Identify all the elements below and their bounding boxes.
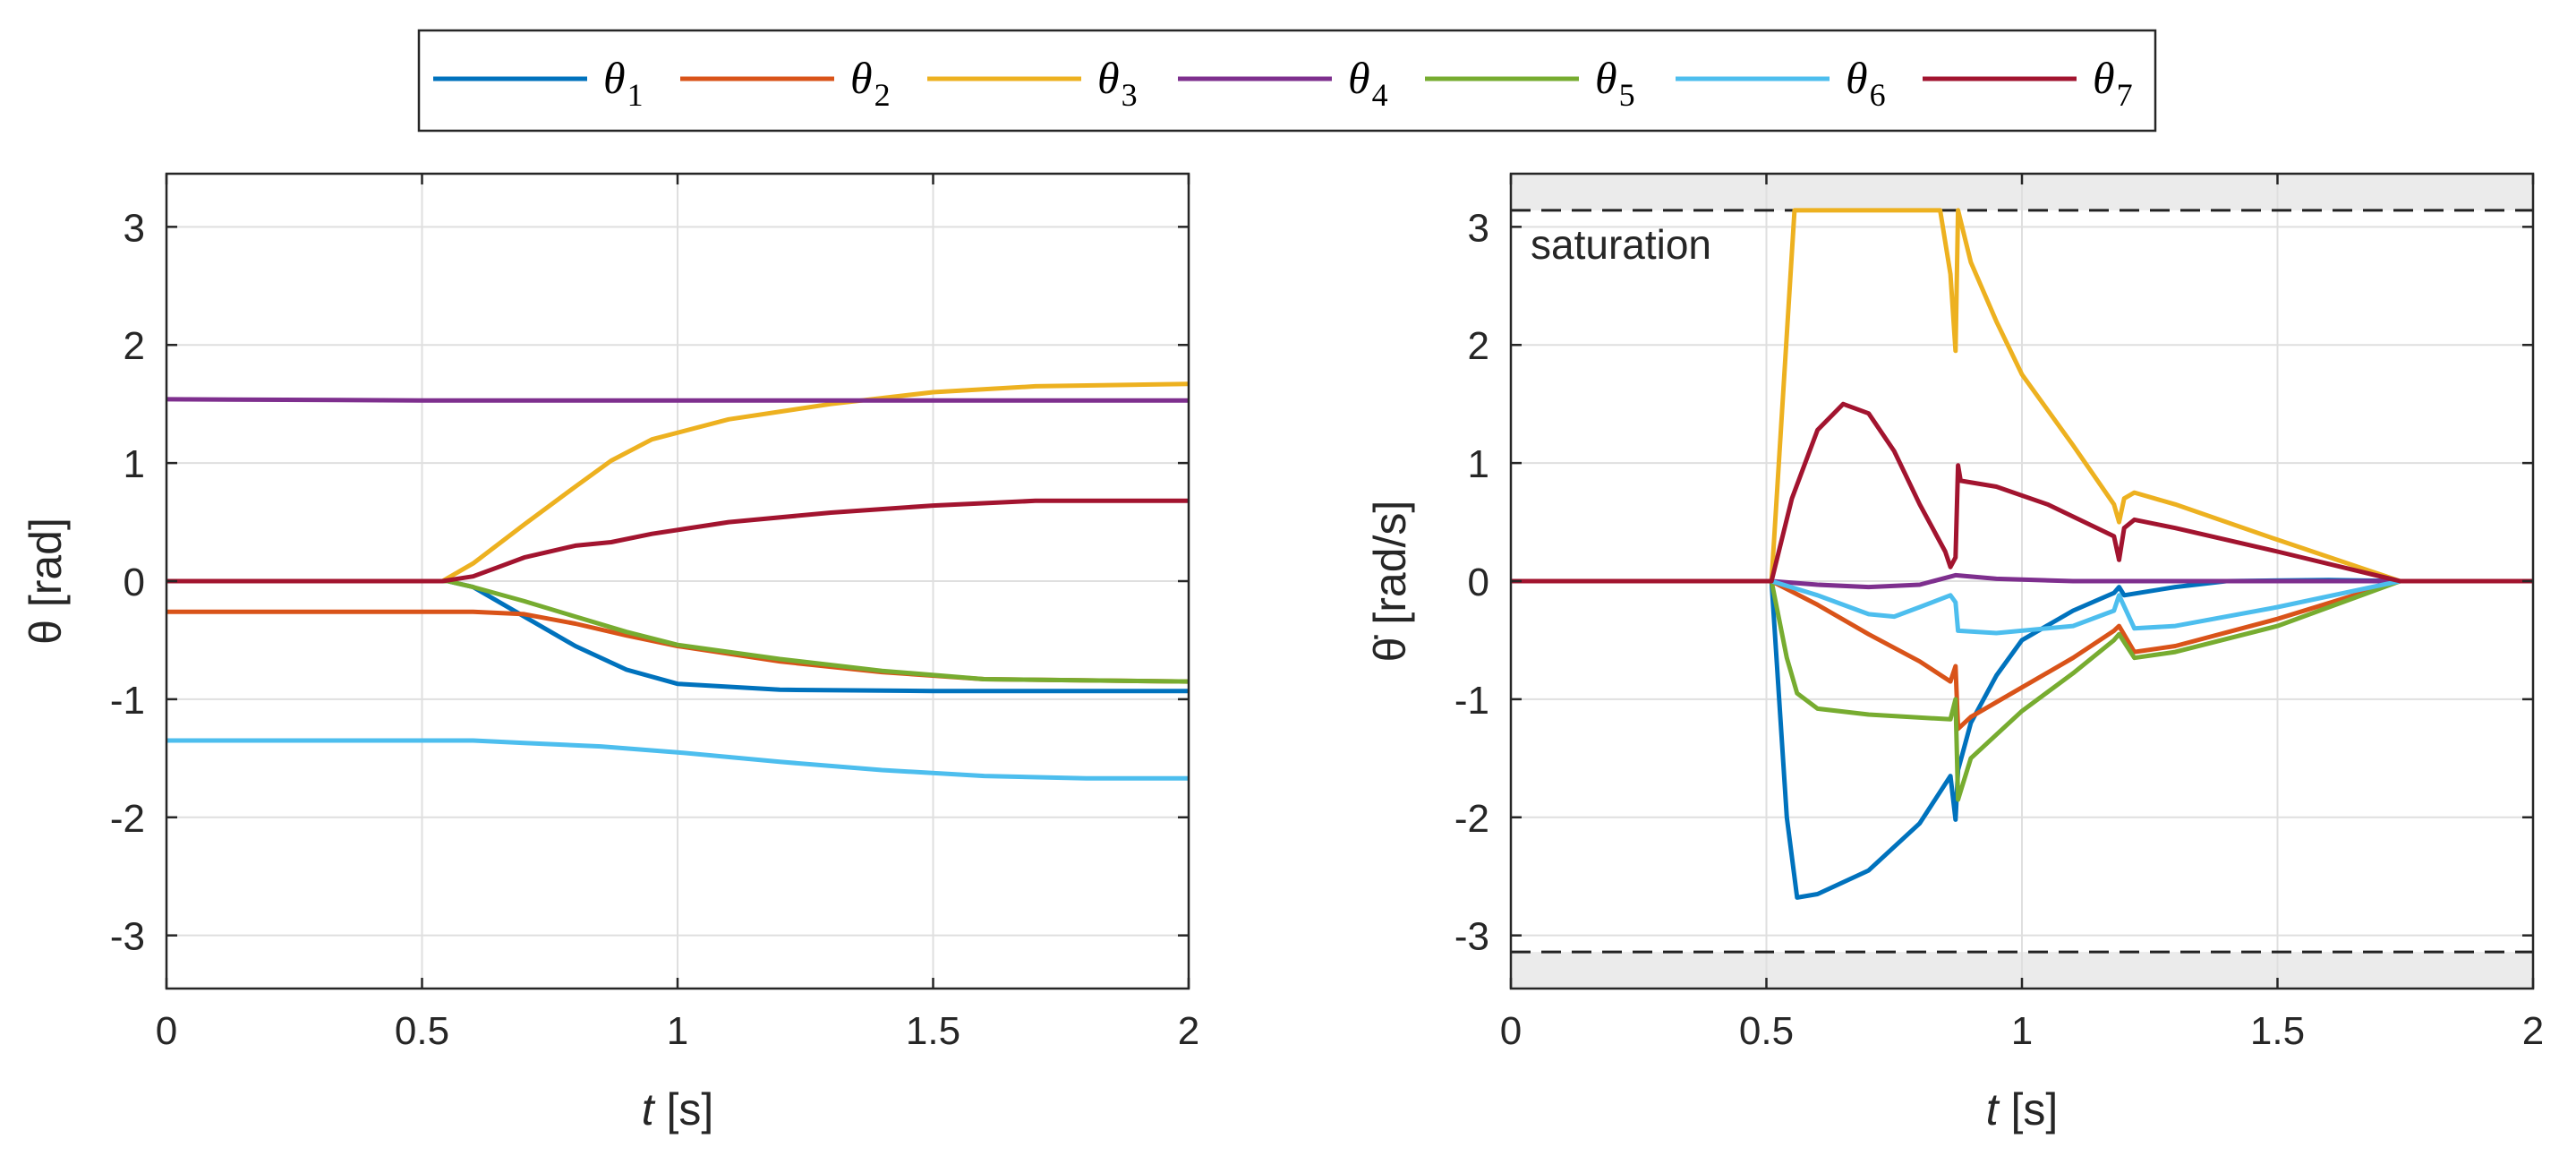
x-tick-label: 2: [2522, 1009, 2544, 1053]
series-line-theta-1: [1511, 578, 2533, 900]
y-tick-label: 0: [124, 561, 145, 604]
series-line-theta-2: [1511, 578, 2533, 732]
series-line-theta-4: [1511, 572, 2533, 590]
series-group: [1511, 208, 2533, 900]
y-tick-label: -3: [1454, 915, 1489, 959]
y-tick-label: 2: [1468, 324, 1489, 368]
x-axis-label: t [s]: [1986, 1084, 2059, 1134]
x-tick-label: 0.5: [1739, 1009, 1794, 1053]
x-tick-label: 0: [1500, 1009, 1522, 1053]
y-axis-label: θ [rad]: [21, 518, 71, 645]
series-line-theta-4: [166, 397, 1189, 403]
legend-label-theta-6: θ6: [1846, 53, 1886, 113]
x-tick-label: 1: [2011, 1009, 2033, 1053]
x-axis-label: t [s]: [642, 1084, 714, 1134]
joint-angle-plot: 0 0.5 1 1.5 2 -3 -2 -1 0 1 2 3 t [s] θ [rad]: [21, 172, 1199, 1134]
x-tick-label: 2: [1178, 1009, 1199, 1053]
series-line-theta-6: [166, 738, 1189, 781]
legend: θ1 θ2 θ3 θ4 θ5 θ6 θ7: [417, 29, 2157, 133]
y-axis-label: θ̇ [rad/s]: [1365, 501, 1415, 663]
series-line-theta-7: [166, 498, 1189, 584]
series-line-theta-7: [1511, 401, 2533, 584]
x-tick-label: 1.5: [906, 1009, 960, 1053]
x-tick-label: 0.5: [395, 1009, 449, 1053]
y-tick-label: -1: [110, 679, 145, 723]
y-tick-label: -2: [110, 797, 145, 841]
x-tick-label: 1: [667, 1009, 688, 1053]
y-tick-label: 3: [1468, 206, 1489, 250]
series-line-theta-3: [166, 381, 1189, 584]
legend-label-theta-7: θ7: [2093, 53, 2133, 113]
x-tick-label: 0: [156, 1009, 177, 1053]
y-tick-label: 3: [124, 206, 145, 250]
y-tick-label: 1: [124, 442, 145, 486]
y-tick-label: -1: [1454, 679, 1489, 723]
legend-label-theta-1: θ1: [603, 53, 644, 113]
y-tick-label: -3: [110, 915, 145, 959]
series-line-theta-5: [166, 578, 1189, 684]
x-tick-label: 1.5: [2250, 1009, 2305, 1053]
y-tick-label: 2: [124, 324, 145, 368]
series-line-theta-6: [1511, 578, 2533, 636]
saturation-label: saturation: [1531, 221, 1711, 268]
y-tick-label: -2: [1454, 797, 1489, 841]
joint-velocity-plot: saturation 0 0.5 1 1.5 2 -3 -2 -1 0 1 2 3 t [s] θ̇ [ra…: [1365, 172, 2544, 1134]
series-group: [166, 381, 1189, 781]
series-line-theta-5: [1511, 578, 2533, 802]
y-tick-label: 1: [1468, 442, 1489, 486]
y-tick-label: 0: [1468, 561, 1489, 604]
series-line-theta-3: [1511, 208, 2533, 584]
